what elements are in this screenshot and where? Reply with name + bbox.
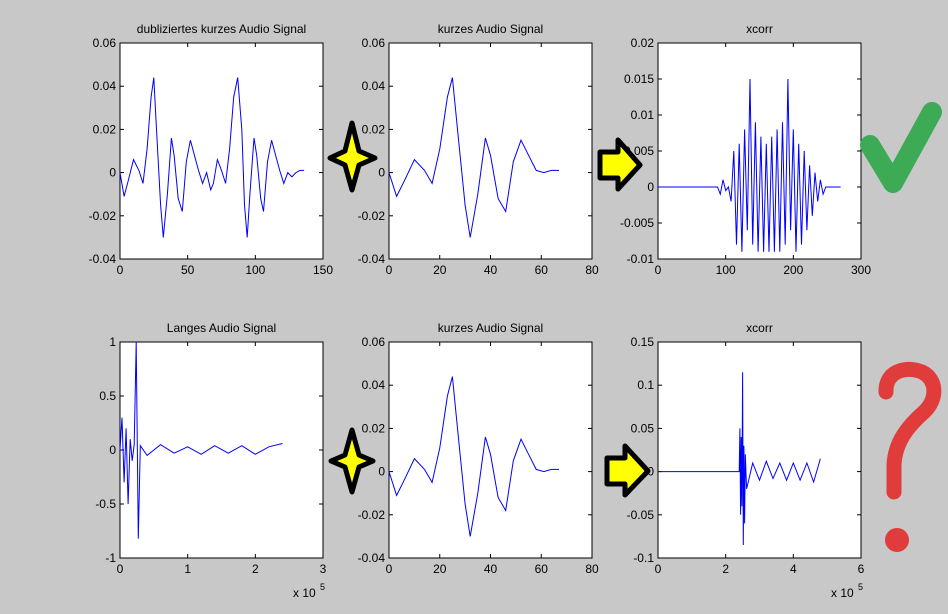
y-tick-label: 0	[109, 166, 116, 180]
series-line-1	[119, 341, 283, 539]
plot-title: xcorr	[746, 321, 773, 335]
y-tick-label: 0.5	[99, 389, 116, 403]
y-tick-label: 0.04	[362, 79, 386, 93]
arrow-right-icon	[597, 137, 643, 192]
subplot-5: kurzes Audio Signal 0 20 40 60 80 -0.04 -0.02 0 0…	[358, 321, 599, 576]
x-tick-label: 100	[716, 263, 736, 277]
plot-area	[388, 341, 593, 559]
series-line-1	[388, 376, 559, 537]
y-tick-label: -0.05	[627, 508, 655, 522]
y-tick-label: 0.02	[93, 122, 117, 136]
y-tick-label: 0	[378, 166, 385, 180]
y-tick-label: 0	[109, 443, 116, 457]
x-tick-label: 0	[386, 562, 393, 576]
x-tick-label: 1	[184, 562, 191, 576]
y-tick-label: 0.02	[362, 122, 386, 136]
y-tick-label: 0.01	[631, 108, 655, 122]
y-tick-label: -0.02	[358, 209, 386, 223]
x-axis-multiplier: x 10	[293, 586, 316, 600]
series-line-1	[658, 78, 841, 252]
x-axis-multiplier: x 10	[831, 586, 854, 600]
arrow-right-icon	[604, 443, 651, 498]
y-tick-label: -0.04	[358, 551, 386, 565]
y-tick-label: -1	[105, 551, 116, 565]
y-tick-label: -0.005	[620, 216, 654, 230]
series-line-1	[388, 77, 559, 238]
y-tick-label: -0.02	[89, 209, 117, 223]
y-tick-label: 0.1	[637, 378, 654, 392]
y-tick-label: -0.1	[633, 551, 654, 565]
question-dot-icon	[885, 528, 909, 552]
question-mark-icon	[878, 361, 942, 500]
x-tick-label: 300	[851, 263, 871, 277]
plot-title: kurzes Audio Signal	[438, 321, 543, 335]
plot-area	[119, 42, 324, 260]
y-tick-label: 0	[647, 465, 654, 479]
x-tick-label: 20	[433, 562, 447, 576]
y-tick-label: 0.04	[93, 79, 117, 93]
x-axis-multiplier-exponent: 5	[858, 582, 863, 592]
x-tick-label: 0	[117, 562, 124, 576]
y-tick-label: -0.04	[358, 252, 386, 266]
y-tick-label: 0.06	[93, 36, 117, 50]
x-tick-label: 150	[313, 263, 333, 277]
y-tick-label: 0.05	[631, 421, 655, 435]
subplot-2: kurzes Audio Signal 0 20 40 60 80 -0.04 -0.02 0 0…	[358, 22, 599, 277]
y-tick-label: 0	[647, 180, 654, 194]
star-icon	[328, 427, 376, 495]
y-tick-label: 0.04	[362, 378, 386, 392]
subplot-4: Langes Audio Signal 0 1 2 3 -1 -0.5 0 0.5 1 x 10 5	[95, 321, 326, 600]
plot-title: kurzes Audio Signal	[438, 22, 543, 36]
y-tick-label: 0.06	[362, 335, 386, 349]
y-tick-label: -0.02	[358, 508, 386, 522]
y-tick-label: 0.02	[631, 36, 655, 50]
subplot-1: dubliziertes kurzes Audio Signal 0 50 100 15…	[89, 22, 334, 277]
plot-area	[657, 341, 862, 559]
plot-title: dubliziertes kurzes Audio Signal	[137, 22, 306, 36]
x-tick-label: 20	[433, 263, 447, 277]
x-tick-label: 60	[535, 562, 549, 576]
annotation-decorations	[327, 102, 942, 552]
star-icon	[327, 120, 378, 193]
y-tick-label: 0.02	[362, 421, 386, 435]
x-tick-label: 2	[252, 562, 259, 576]
x-tick-label: 200	[783, 263, 803, 277]
plot-title: xcorr	[746, 22, 773, 36]
x-tick-label: 0	[655, 562, 662, 576]
x-tick-label: 3	[320, 562, 327, 576]
x-tick-label: 0	[386, 263, 393, 277]
x-tick-label: 40	[484, 562, 498, 576]
x-tick-label: 4	[790, 562, 797, 576]
x-tick-label: 60	[535, 263, 549, 277]
x-tick-label: 100	[245, 263, 265, 277]
y-tick-label: -0.01	[627, 252, 655, 266]
y-tick-label: 0.015	[624, 72, 654, 86]
subplot-6: xcorr 0 2 4 6 -0.1 -0.05 0 0.05 0.1 0.15 x 10 5	[627, 321, 865, 600]
y-tick-label: 0.06	[362, 36, 386, 50]
y-tick-label: 0	[378, 465, 385, 479]
x-tick-label: 0	[655, 263, 662, 277]
x-axis-multiplier-exponent: 5	[320, 582, 325, 592]
y-tick-label: -0.04	[89, 252, 117, 266]
plot-title: Langes Audio Signal	[167, 321, 276, 335]
x-tick-label: 40	[484, 263, 498, 277]
plot-area	[657, 42, 862, 260]
x-tick-label: 80	[585, 263, 599, 277]
x-tick-label: 2	[722, 562, 729, 576]
y-tick-label: 1	[109, 335, 116, 349]
x-tick-label: 0	[117, 263, 124, 277]
checkmark-icon	[860, 102, 942, 193]
y-tick-label: -0.5	[95, 497, 116, 511]
series-line-1	[658, 372, 821, 546]
series-line-1	[119, 77, 305, 238]
plot-area	[388, 42, 593, 260]
y-tick-label: 0.15	[631, 335, 655, 349]
x-tick-label: 50	[181, 263, 195, 277]
x-tick-label: 6	[858, 562, 865, 576]
x-tick-label: 80	[585, 562, 599, 576]
